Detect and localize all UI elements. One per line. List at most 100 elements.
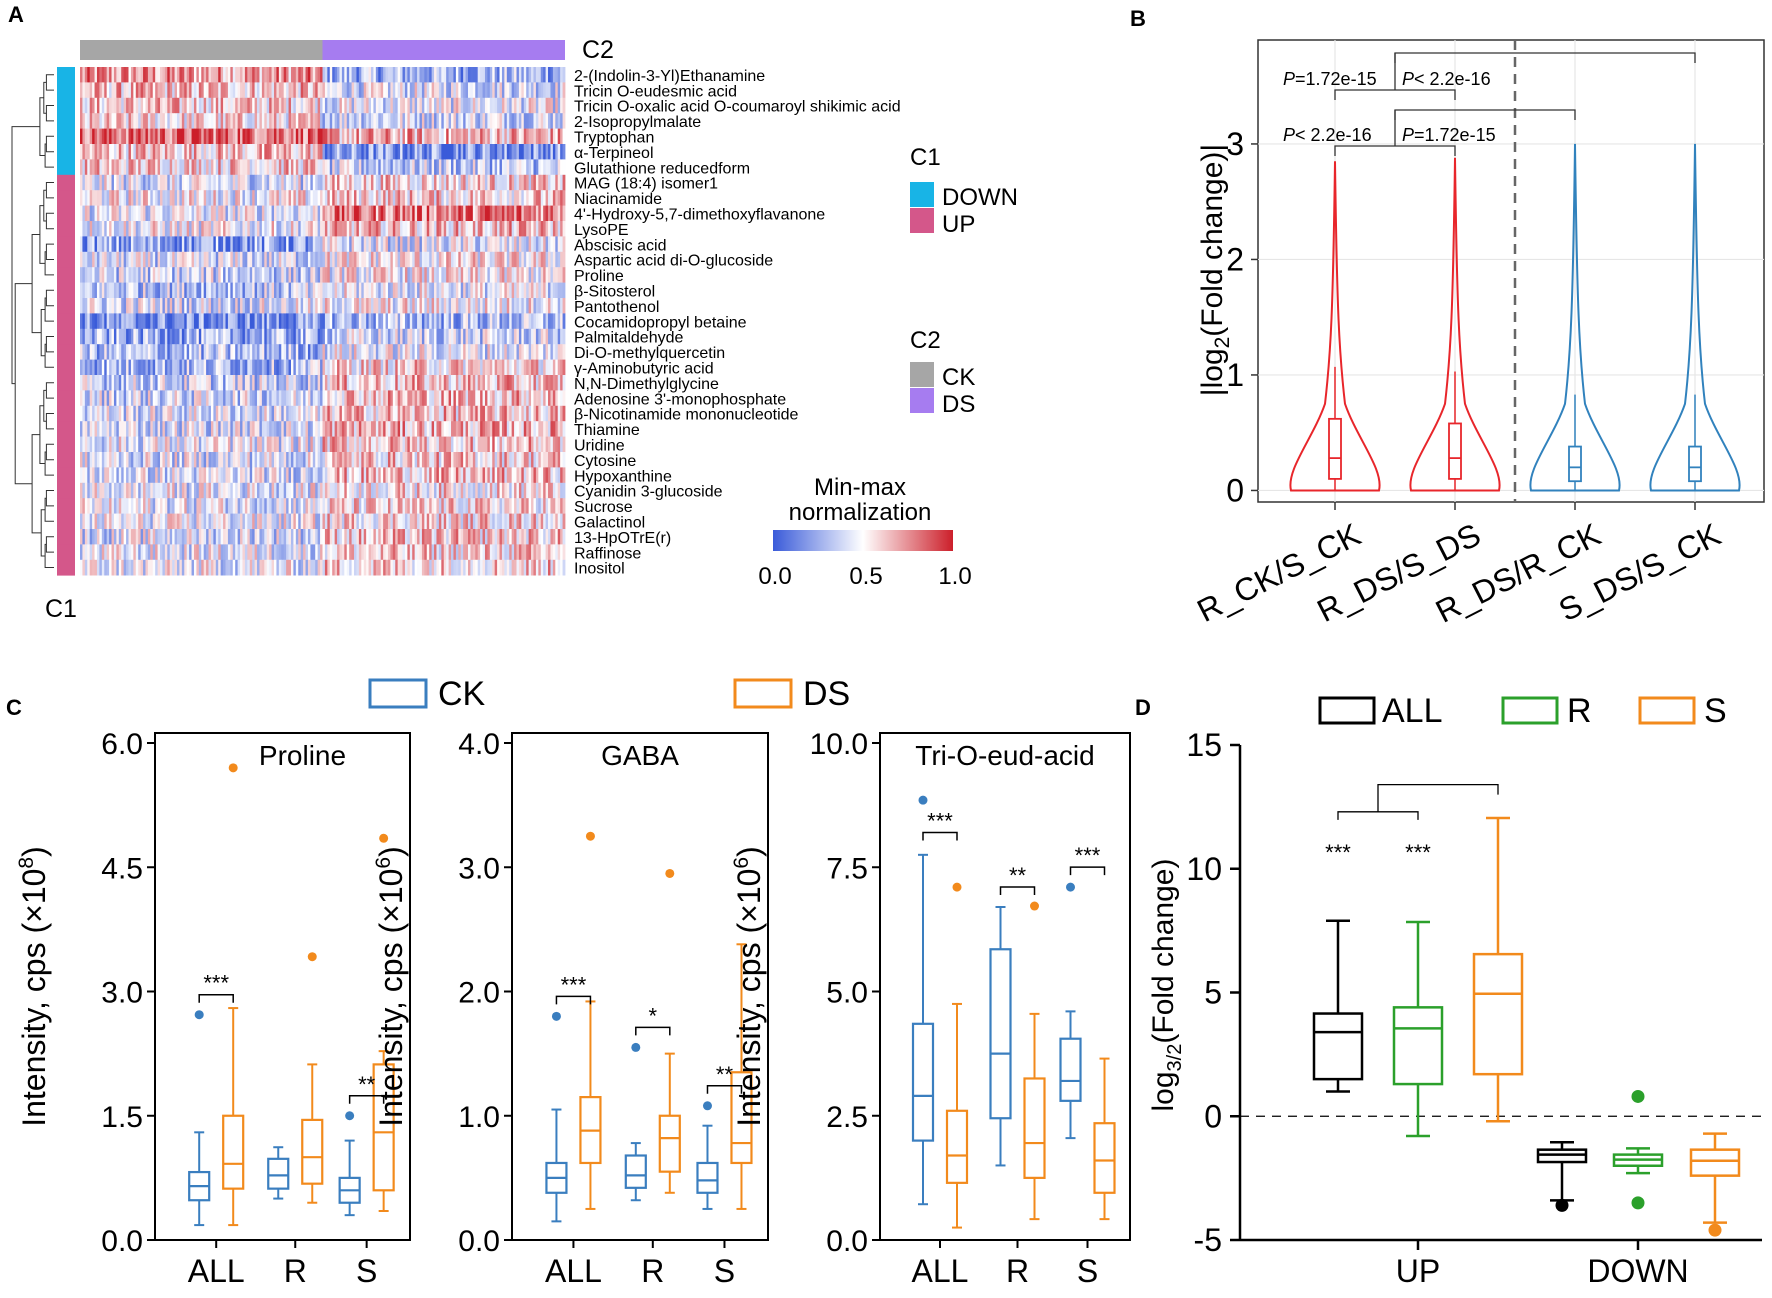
heatmap-cell xyxy=(113,236,117,253)
heatmap-cell xyxy=(121,159,125,176)
heatmap-cell xyxy=(560,282,563,299)
heatmap-cell xyxy=(249,251,253,268)
heatmap-cell xyxy=(152,221,156,237)
heatmap-cell xyxy=(177,221,180,237)
heatmap-cell xyxy=(196,313,200,330)
heatmap-cell xyxy=(111,144,115,160)
heatmap-cell xyxy=(361,205,365,222)
heatmap-cell xyxy=(230,421,234,437)
heatmap-cell xyxy=(400,328,403,345)
heatmap-cell xyxy=(366,97,369,114)
heatmap-cell xyxy=(135,298,139,314)
heatmap-cell xyxy=(80,190,83,206)
heatmap-cell xyxy=(460,251,464,268)
heatmap-cell xyxy=(358,267,362,283)
heatmap-cell xyxy=(189,328,192,345)
heatmap-cell xyxy=(477,236,481,253)
heatmap-cell xyxy=(332,113,336,129)
heatmap-cell xyxy=(560,221,563,237)
heatmap-cell xyxy=(434,113,437,129)
heatmap-cell xyxy=(298,375,302,391)
heatmap-cell xyxy=(315,421,319,437)
heatmap-cell xyxy=(315,405,319,422)
dendrogram-branch xyxy=(39,205,46,264)
heatmap-cell xyxy=(431,282,435,299)
heatmap-cell xyxy=(210,251,214,268)
heatmap-cell xyxy=(290,205,294,222)
heatmap-cell xyxy=(247,190,251,206)
heatmap-cell xyxy=(257,159,260,176)
heatmap-cell xyxy=(201,113,205,129)
heatmap-cell xyxy=(235,405,239,422)
heatmap-cell xyxy=(540,144,544,160)
heatmap-cell xyxy=(349,390,352,407)
heatmap-cell xyxy=(300,328,304,345)
heatmap-cell xyxy=(177,282,180,299)
heatmap-cell xyxy=(123,405,127,422)
heatmap-cell xyxy=(332,390,336,407)
heatmap-cell xyxy=(511,82,515,99)
heatmap-cell xyxy=(557,174,561,191)
heatmap-cell xyxy=(109,313,112,330)
heatmap-cell xyxy=(354,82,357,99)
heatmap-cell xyxy=(358,251,362,268)
heatmap-cell xyxy=(213,328,217,345)
heatmap-cell xyxy=(278,221,282,237)
heatmap-cell xyxy=(494,405,498,422)
heatmap-cell xyxy=(375,267,379,283)
heatmap-cell xyxy=(463,344,466,360)
heatmap-cell xyxy=(562,82,566,99)
heatmap-cell xyxy=(472,67,476,83)
heatmap-cell xyxy=(414,174,418,191)
heatmap-cell xyxy=(540,159,544,176)
heatmap-cell xyxy=(560,251,563,268)
heatmap-cell xyxy=(429,205,433,222)
heatmap-cell xyxy=(227,298,231,314)
heatmap-cell xyxy=(293,159,297,176)
heatmap-cell xyxy=(140,159,144,176)
heatmap-cell xyxy=(327,344,331,360)
heatmap-cell xyxy=(179,128,183,145)
heatmap-cell xyxy=(341,113,345,129)
heatmap-cell xyxy=(487,359,491,376)
heatmap-cell xyxy=(172,405,175,422)
heatmap-cell xyxy=(531,375,534,391)
heatmap-cell xyxy=(465,67,469,83)
heatmap-cell xyxy=(339,359,343,376)
heatmap-cell xyxy=(545,97,549,114)
heatmap-cell xyxy=(443,82,447,99)
heatmap-cell xyxy=(531,328,534,345)
heatmap-cell xyxy=(101,97,105,114)
heatmap-cell xyxy=(451,236,454,253)
heatmap-cell xyxy=(138,359,142,376)
heatmap-cell xyxy=(150,144,154,160)
heatmap-cell xyxy=(477,97,481,114)
heatmap-cell xyxy=(535,344,539,360)
heatmap-cell xyxy=(414,390,418,407)
heatmap-cell xyxy=(215,159,219,176)
heatmap-cell xyxy=(203,421,207,437)
heatmap-cell xyxy=(424,390,428,407)
heatmap-cell xyxy=(230,282,234,299)
heatmap-cell xyxy=(225,205,229,222)
heatmap-cell xyxy=(453,267,457,283)
heatmap-cell xyxy=(133,82,137,99)
heatmap-cell xyxy=(261,159,265,176)
heatmap-cell xyxy=(198,298,202,314)
heatmap-cell xyxy=(104,313,108,330)
heatmap-cell xyxy=(332,236,336,253)
heatmap-cell xyxy=(528,359,532,376)
heatmap-cell xyxy=(358,359,362,376)
heatmap-cell xyxy=(337,221,340,237)
heatmap-cell xyxy=(329,313,333,330)
heatmap-cell xyxy=(397,159,401,176)
heatmap-cell xyxy=(417,359,420,376)
heatmap-cell xyxy=(548,344,551,360)
heatmap-cell xyxy=(545,159,549,176)
heatmap-cell xyxy=(472,282,476,299)
heatmap-cell xyxy=(179,267,183,283)
heatmap-cell xyxy=(101,298,105,314)
heatmap-cell xyxy=(254,375,258,391)
heatmap-cell xyxy=(438,344,442,360)
heatmap-cell xyxy=(189,144,192,160)
